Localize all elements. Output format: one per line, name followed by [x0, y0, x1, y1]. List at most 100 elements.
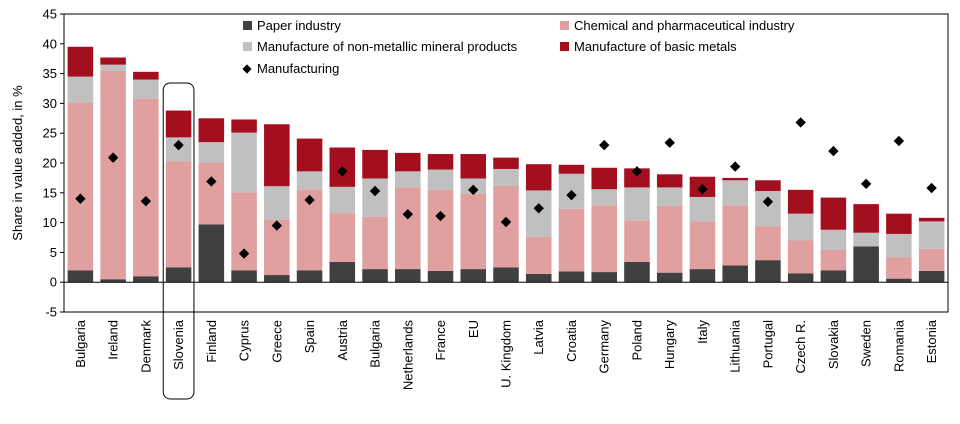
bar-segment-2: [689, 196, 716, 222]
bar-segment-2: [624, 187, 650, 221]
y-tick-label: 10: [43, 215, 57, 230]
bar-segment-2: [820, 229, 847, 251]
bar-segment-3: [264, 124, 290, 187]
category-label: Netherlands: [400, 320, 415, 391]
manufacturing-marker: [828, 145, 839, 157]
bar-segment-0: [100, 279, 126, 283]
category-label: Slovenia: [171, 319, 186, 370]
bar-segment-0: [787, 273, 814, 283]
bar-segment-2: [755, 191, 781, 227]
bar-segment-1: [198, 162, 225, 225]
y-tick-label: 25: [43, 126, 57, 141]
y-tick-label: 15: [43, 185, 57, 200]
bar-segment-1: [558, 208, 585, 272]
bar-segment-2: [395, 171, 421, 188]
bar-segment-0: [460, 269, 487, 283]
category-label: Latvia: [531, 319, 546, 354]
legend-swatch-1: [560, 21, 569, 30]
bar-segment-0: [722, 265, 748, 283]
bar-segment-2: [264, 186, 290, 220]
manufacturing-marker: [893, 135, 905, 147]
bar-segment-0: [264, 275, 290, 283]
bar-segment-3: [67, 46, 94, 77]
bar-segment-1: [427, 189, 454, 271]
bar-segment-2: [329, 186, 356, 214]
bar-segment-3: [525, 164, 552, 191]
bar-segment-3: [100, 57, 126, 65]
category-label: Ireland: [106, 320, 121, 360]
bar-segment-1: [100, 70, 126, 280]
manufacturing-marker: [140, 195, 152, 207]
category-label: Hungary: [662, 320, 677, 370]
bar-segment-2: [296, 171, 323, 190]
category-label: U. Kingdom: [499, 320, 514, 388]
y-tick-label: 5: [50, 245, 57, 260]
bar-segment-1: [362, 216, 388, 270]
y-tick-label: -5: [45, 305, 57, 320]
bar-segment-1: [591, 205, 617, 273]
manufacturing-marker: [435, 210, 446, 222]
bar-segment-2: [722, 180, 748, 206]
bar-segment-1: [67, 102, 94, 271]
bar-segment-2: [493, 168, 519, 186]
manufacturing-marker: [566, 189, 577, 201]
manufacturing-markers: [75, 117, 937, 259]
manufacturing-marker: [729, 161, 741, 172]
manufacturing-marker: [238, 248, 250, 259]
bars: [67, 46, 945, 283]
manufacturing-marker: [500, 216, 512, 228]
bar-segment-0: [395, 269, 421, 283]
legend-label-3: Manufacture of basic metals: [574, 39, 737, 54]
manufacturing-marker: [762, 196, 774, 207]
bar-segment-3: [591, 167, 617, 190]
manufacturing-marker: [369, 185, 381, 197]
manufacturing-marker: [599, 139, 610, 151]
category-label: Croatia: [564, 319, 579, 362]
manufacturing-marker: [860, 178, 872, 190]
bar-segment-3: [133, 71, 159, 80]
bar-segment-1: [395, 187, 421, 270]
category-label: Germany: [597, 320, 612, 374]
bar-segment-0: [362, 269, 388, 283]
category-label: EU: [466, 320, 481, 338]
bar-segment-0: [886, 278, 912, 283]
bar-segment-1: [722, 205, 748, 266]
bar-segment-3: [231, 119, 257, 133]
manufacturing-marker: [337, 166, 348, 177]
bar-segment-3: [493, 157, 519, 169]
bar-segment-0: [755, 260, 781, 283]
legend-label-0: Paper industry: [257, 18, 341, 33]
bar-segment-0: [329, 261, 356, 283]
category-label: Cyprus: [237, 320, 252, 362]
bar-segment-3: [296, 138, 323, 172]
bar-segment-3: [427, 154, 454, 170]
manufacturing-marker: [697, 184, 708, 195]
category-label: Estonia: [924, 319, 939, 363]
bar-segment-2: [427, 169, 454, 190]
bar-segment-0: [853, 246, 879, 283]
category-label: Portugal: [760, 320, 775, 369]
bar-segment-3: [820, 197, 847, 230]
highlight-box: [162, 82, 195, 400]
bar-segment-0: [296, 270, 323, 283]
category-label: Lithuania: [728, 319, 743, 373]
category-label: Poland: [629, 320, 644, 360]
bar-segment-2: [853, 232, 879, 247]
legend-swatch-3: [560, 42, 569, 51]
bar-segment-2: [918, 221, 945, 249]
bar-segment-1: [460, 193, 487, 270]
bar-segment-2: [525, 190, 552, 237]
y-axis-title: Share in value added, in %: [10, 85, 25, 241]
bar-segment-2: [591, 189, 617, 206]
bar-segment-3: [460, 154, 487, 179]
bar-segment-1: [624, 220, 650, 262]
bar-segment-0: [231, 270, 257, 283]
manufacturing-marker: [664, 137, 675, 148]
manufacturing-marker: [631, 166, 643, 177]
bar-segment-1: [329, 213, 356, 262]
bar-segment-1: [886, 257, 912, 279]
bar-segment-1: [165, 161, 192, 268]
bar-segment-3: [722, 177, 748, 181]
bar-segment-3: [918, 217, 945, 222]
